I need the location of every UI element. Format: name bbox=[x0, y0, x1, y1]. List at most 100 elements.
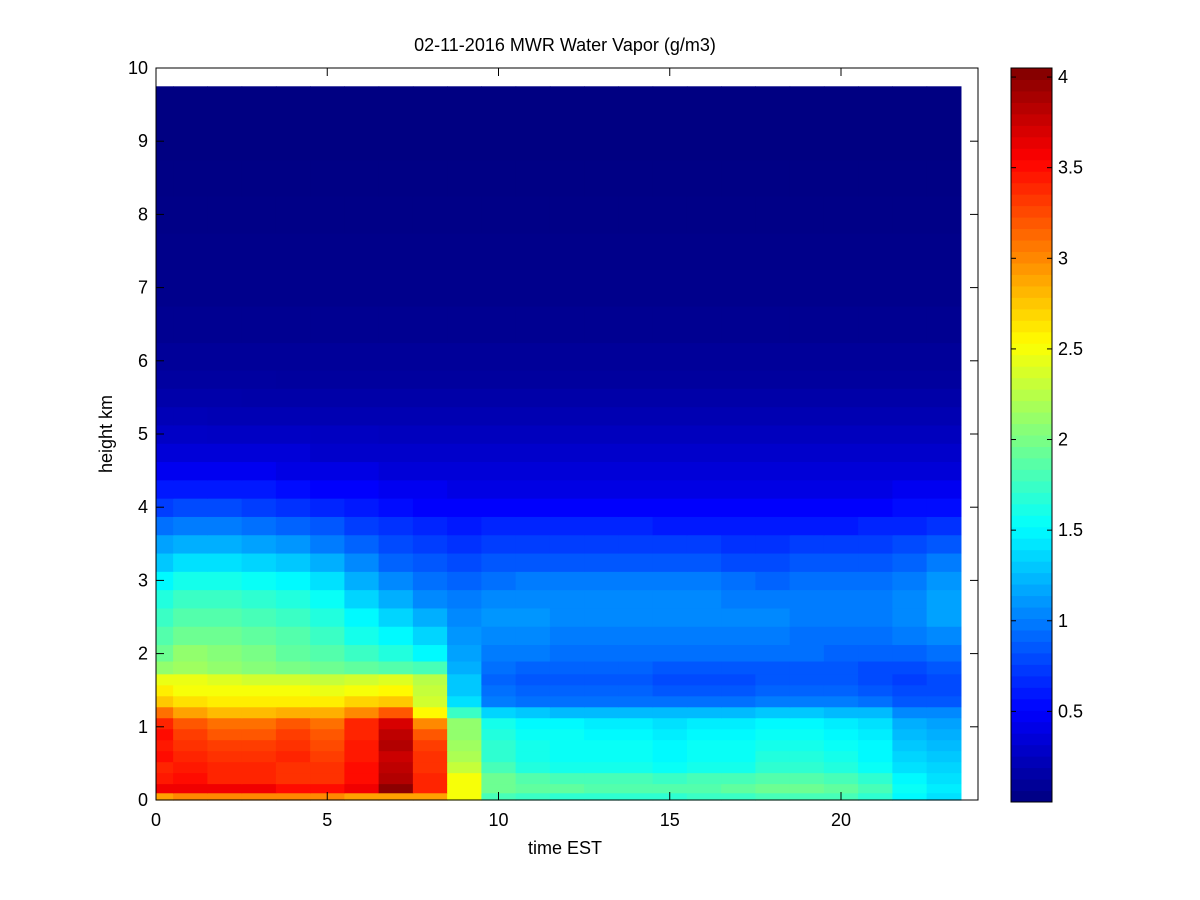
heatmap-cell bbox=[721, 461, 756, 481]
heatmap-cell bbox=[344, 534, 380, 554]
x-tick-label: 15 bbox=[660, 810, 680, 830]
colorbar-segment bbox=[1011, 102, 1052, 115]
heatmap-cell bbox=[310, 269, 345, 307]
heatmap-cell bbox=[156, 552, 174, 572]
heatmap-cell bbox=[515, 232, 551, 270]
colorbar-segment bbox=[1011, 148, 1052, 161]
heatmap-cell bbox=[447, 792, 482, 801]
heatmap-cell bbox=[447, 761, 482, 774]
heatmap-cell bbox=[412, 388, 448, 408]
heatmap-cell bbox=[584, 607, 619, 627]
heatmap-cell bbox=[378, 516, 414, 536]
heatmap-cell bbox=[549, 479, 585, 499]
y-axis-label: height km bbox=[96, 395, 116, 473]
heatmap-cell bbox=[156, 305, 174, 344]
heatmap-cell bbox=[275, 534, 311, 554]
heatmap-cell bbox=[447, 571, 482, 591]
heatmap-cell bbox=[412, 305, 448, 344]
y-tick-label: 4 bbox=[138, 497, 148, 517]
heatmap-cell bbox=[755, 626, 791, 646]
heatmap-cell bbox=[823, 660, 859, 675]
colorbar-segment bbox=[1011, 113, 1052, 126]
heatmap-cell bbox=[926, 750, 962, 763]
heatmap-cell bbox=[275, 684, 311, 697]
heatmap-cell bbox=[481, 461, 517, 481]
heatmap-cell bbox=[447, 684, 482, 697]
heatmap-cell bbox=[618, 122, 654, 161]
heatmap-cell bbox=[823, 159, 859, 197]
heatmap-cell bbox=[858, 534, 893, 554]
heatmap-cell bbox=[926, 122, 962, 161]
heatmap-cell bbox=[310, 761, 345, 774]
colorbar-segment bbox=[1011, 331, 1052, 344]
heatmap-cell bbox=[584, 461, 619, 481]
heatmap-cell bbox=[618, 479, 654, 499]
heatmap-cell bbox=[549, 739, 585, 752]
heatmap-cell bbox=[207, 552, 243, 572]
heatmap-cell bbox=[789, 86, 825, 124]
heatmap-cell bbox=[207, 479, 243, 499]
heatmap-cell bbox=[378, 443, 414, 463]
heatmap-cell bbox=[447, 673, 482, 686]
heatmap-cell bbox=[207, 644, 243, 662]
heatmap-cell bbox=[241, 684, 277, 697]
heatmap-cell bbox=[721, 589, 756, 609]
heatmap-cell bbox=[618, 607, 654, 627]
heatmap-cell bbox=[892, 644, 928, 662]
heatmap-cell bbox=[156, 728, 174, 741]
heatmap-cell bbox=[652, 159, 688, 197]
heatmap-cell bbox=[549, 589, 585, 609]
heatmap-cell bbox=[173, 717, 208, 730]
heatmap-cell bbox=[173, 122, 208, 161]
colorbar-segment bbox=[1011, 68, 1052, 80]
heatmap-cell bbox=[926, 706, 962, 719]
heatmap-cell bbox=[926, 369, 962, 389]
heatmap-cell bbox=[789, 424, 825, 444]
heatmap-cell bbox=[584, 706, 619, 719]
heatmap-cell bbox=[858, 443, 893, 463]
colorbar-segment bbox=[1011, 136, 1052, 149]
heatmap-cell bbox=[823, 783, 859, 794]
colorbar-ticks: 0.5 1 1.5 2 2.5 3 3.5 4 bbox=[1011, 67, 1083, 721]
heatmap-cell bbox=[156, 706, 174, 719]
heatmap-cell bbox=[789, 342, 825, 371]
heatmap-cell bbox=[447, 498, 482, 517]
heatmap-cell bbox=[481, 706, 517, 719]
heatmap-cell bbox=[858, 86, 893, 124]
heatmap-cell bbox=[823, 516, 859, 536]
heatmap-cell bbox=[447, 706, 482, 719]
heatmap-cell bbox=[618, 552, 654, 572]
heatmap-cell bbox=[618, 196, 654, 234]
y-tick-label: 5 bbox=[138, 424, 148, 444]
heatmap-cell bbox=[892, 516, 928, 536]
heatmap-cell bbox=[310, 739, 345, 752]
heatmap-cell bbox=[344, 424, 380, 444]
heatmap-cell bbox=[686, 589, 722, 609]
heatmap-cell bbox=[652, 772, 688, 785]
heatmap-cell bbox=[789, 159, 825, 197]
heatmap-cell bbox=[378, 461, 414, 481]
heatmap-cell bbox=[515, 498, 551, 517]
heatmap-cell bbox=[892, 589, 928, 609]
colorbar-segment bbox=[1011, 595, 1052, 608]
heatmap-cell bbox=[652, 589, 688, 609]
heatmap-cell bbox=[926, 232, 962, 270]
heatmap-cell bbox=[686, 498, 722, 517]
heatmap-cell bbox=[378, 406, 414, 426]
heatmap-cell bbox=[275, 761, 311, 774]
heatmap-cell bbox=[447, 552, 482, 572]
heatmap-cell bbox=[481, 783, 517, 794]
heatmap-cell bbox=[755, 479, 791, 499]
heatmap-cell bbox=[584, 673, 619, 686]
heatmap-cell bbox=[584, 792, 619, 801]
heatmap-cell bbox=[721, 159, 756, 197]
heatmap-cell bbox=[275, 461, 311, 481]
heatmap-cell bbox=[378, 552, 414, 572]
heatmap-cell bbox=[686, 86, 722, 124]
heatmap-cell bbox=[926, 739, 962, 752]
heatmap-cell bbox=[481, 86, 517, 124]
heatmap-cell bbox=[515, 342, 551, 371]
heatmap-cell bbox=[789, 479, 825, 499]
y-tick-label: 9 bbox=[138, 131, 148, 151]
heatmap-cell bbox=[892, 739, 928, 752]
